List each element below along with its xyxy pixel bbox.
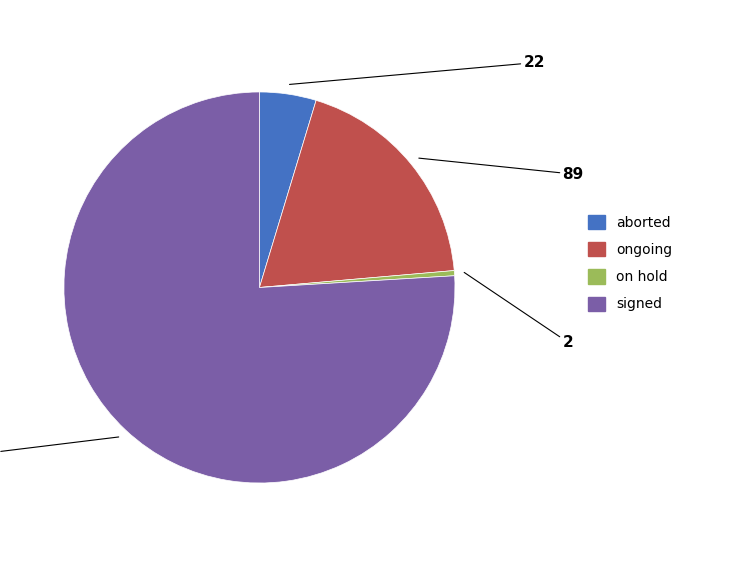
Wedge shape (259, 101, 454, 288)
Text: 357: 357 (0, 437, 119, 461)
Text: 22: 22 (290, 55, 545, 85)
Wedge shape (259, 92, 316, 288)
Wedge shape (64, 92, 455, 483)
Text: 2: 2 (464, 273, 573, 350)
Legend: aborted, ongoing, on hold, signed: aborted, ongoing, on hold, signed (584, 210, 676, 316)
Wedge shape (259, 270, 455, 288)
Text: 89: 89 (419, 158, 584, 182)
